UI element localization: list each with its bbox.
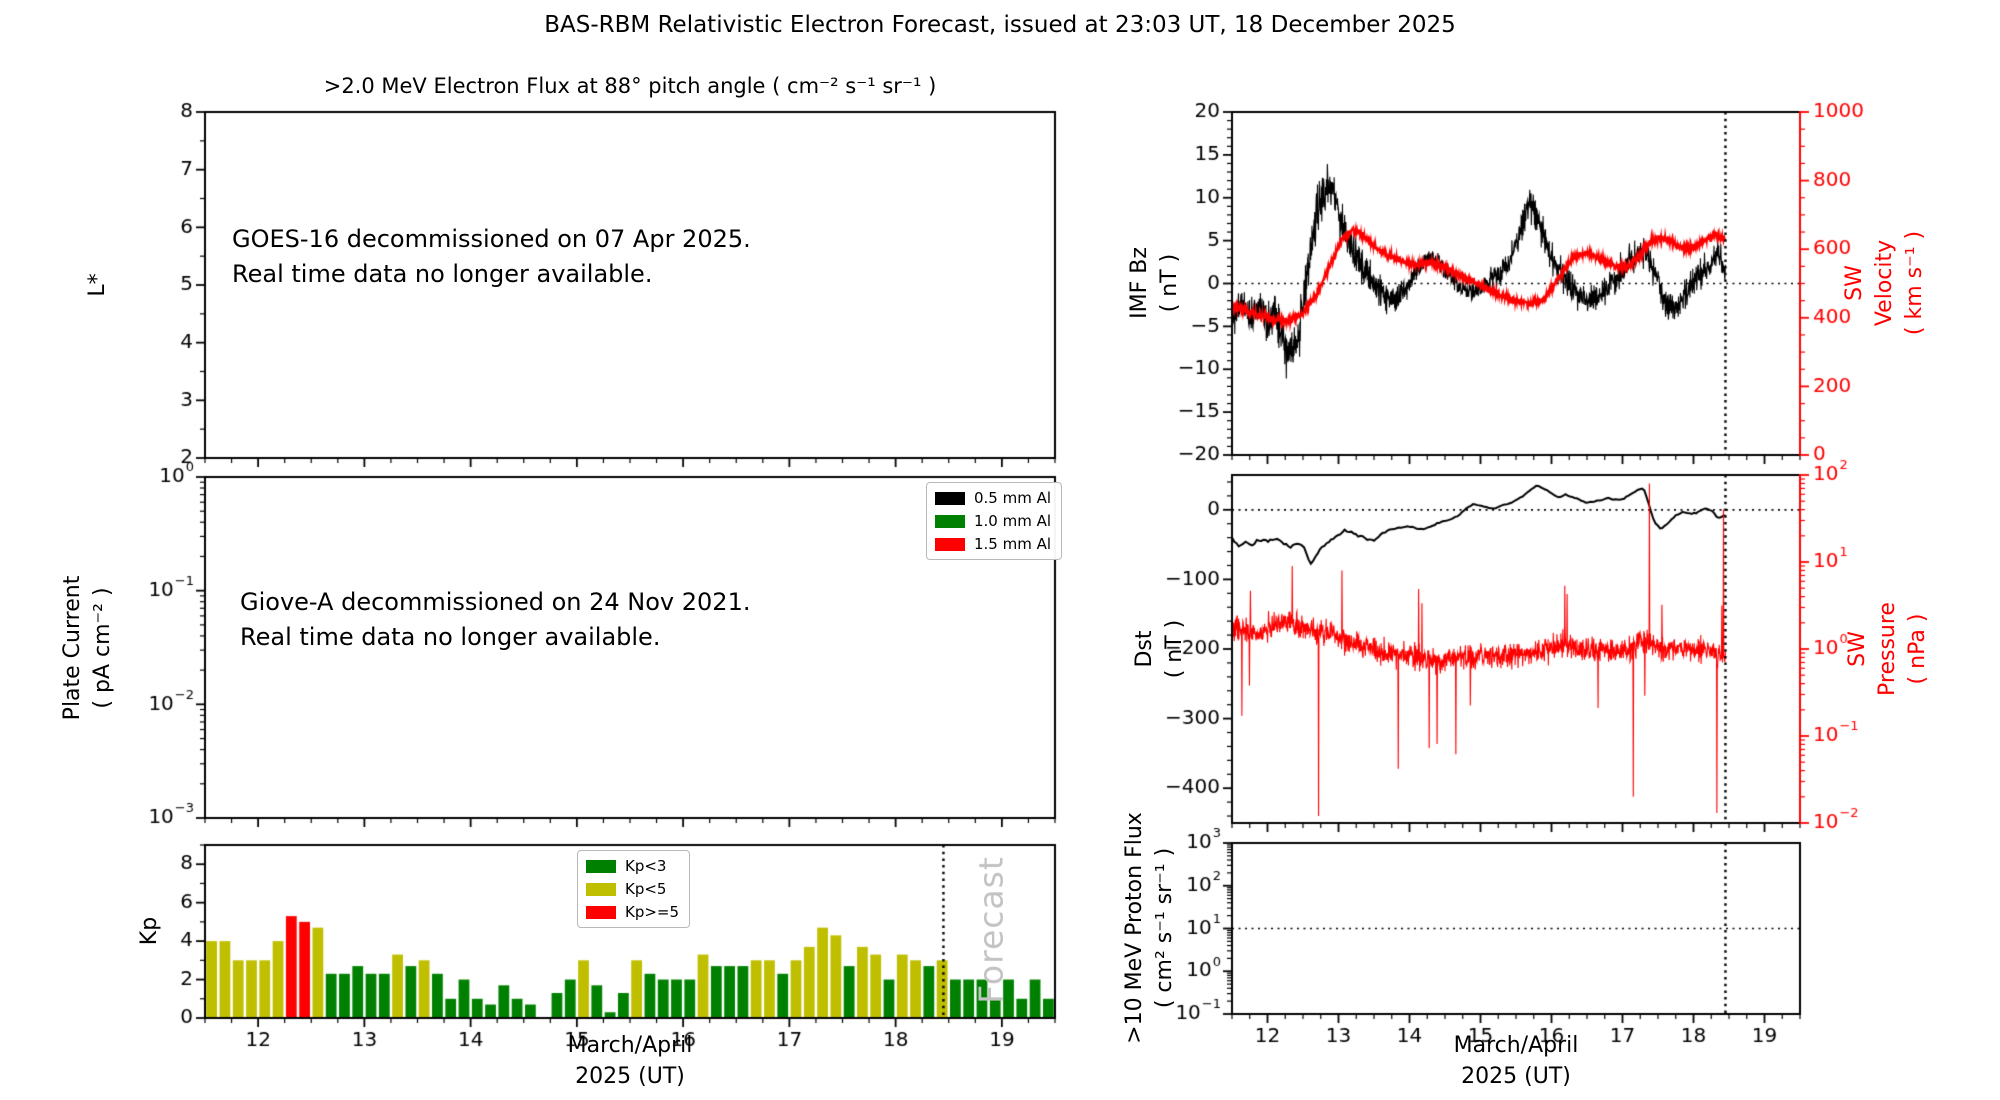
legend-item: Kp>=5 [586, 903, 679, 921]
dst-ylabel: Dst ( nT ) [1132, 619, 1187, 679]
legend-label: Kp<5 [625, 880, 667, 898]
legend-swatch-icon [586, 859, 616, 873]
legend-label: 1.0 mm Al [974, 512, 1052, 530]
legend-label: 1.5 mm Al [974, 535, 1052, 553]
legend-swatch-icon [586, 905, 616, 919]
sw-velocity-ylabel: SW Velocity ( km s⁻¹ ) [1842, 230, 1927, 336]
imf-bz-ylabel: IMF Bz ( nT ) [1127, 247, 1182, 319]
electron-flux-ylabel: L* [85, 273, 110, 297]
goes-decommissioned-note: GOES-16 decommissioned on 07 Apr 2025. R… [232, 225, 751, 288]
legend-swatch-icon [586, 882, 616, 896]
legend-item: 0.5 mm Al [935, 489, 1051, 507]
plate-current-ylabel: Plate Current ( pA cm⁻² ) [60, 575, 115, 721]
legend-item: Kp<5 [586, 880, 679, 898]
legend-label: Kp<3 [625, 857, 667, 875]
kp-ylabel: Kp [137, 916, 162, 946]
kp-legend: Kp<3 Kp<5 Kp>=5 [577, 850, 691, 928]
forecast-watermark: Forecast [971, 856, 1011, 1004]
figure-title: BAS-RBM Relativistic Electron Forecast, … [544, 12, 1456, 38]
legend-item: 1.5 mm Al [935, 535, 1051, 553]
plate-current-legend: 0.5 mm Al 1.0 mm Al 1.5 mm Al [926, 482, 1063, 560]
legend-swatch-icon [935, 491, 965, 505]
proton-xlabel: March/April 2025 (UT) [1453, 1033, 1579, 1089]
sw-pressure-ylabel: SW Pressure ( nPa ) [1845, 602, 1930, 696]
legend-item: 1.0 mm Al [935, 512, 1051, 530]
legend-swatch-icon [935, 514, 965, 528]
proton-flux-ylabel: >10 MeV Proton Flux ( cm² s⁻¹ sr⁻¹ ) [1122, 812, 1177, 1044]
electron-flux-panel-title: >2.0 MeV Electron Flux at 88° pitch angl… [323, 74, 937, 98]
legend-swatch-icon [935, 537, 965, 551]
giove-decommissioned-note: Giove-A decommissioned on 24 Nov 2021. R… [240, 588, 751, 651]
kp-xlabel: March/April 2025 (UT) [567, 1033, 693, 1089]
legend-label: Kp>=5 [625, 903, 680, 921]
legend-label: 0.5 mm Al [974, 489, 1052, 507]
legend-item: Kp<3 [586, 857, 679, 875]
